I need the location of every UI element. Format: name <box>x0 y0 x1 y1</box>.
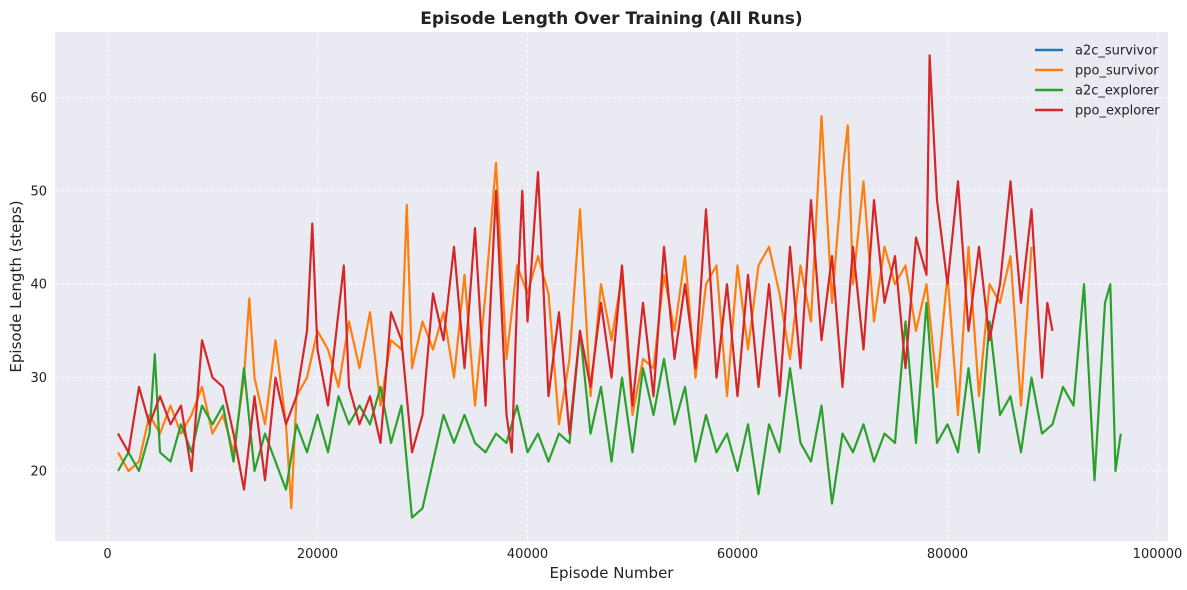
y-tick-label: 60 <box>30 91 47 106</box>
legend-label-ppo_survivor: ppo_survivor <box>1075 64 1159 79</box>
y-tick-label: 50 <box>30 184 47 199</box>
legend-label-ppo_explorer: ppo_explorer <box>1075 104 1160 119</box>
legend: a2c_survivor ppo_survivor a2c_explorer ppo_… <box>1035 44 1160 119</box>
series-line-ppo_survivor <box>117 115 1033 510</box>
x-tick-label: 40000 <box>507 547 548 562</box>
y-axis-label: Episode Length (steps) <box>7 200 25 372</box>
y-tick-labels: 20 30 40 50 60 <box>30 91 47 480</box>
y-tick-label: 30 <box>30 371 47 386</box>
series-lines <box>117 54 1122 519</box>
chart-title: Episode Length Over Training (All Runs) <box>420 9 802 29</box>
x-tick-label: 0 <box>103 547 111 562</box>
x-tick-label: 20000 <box>297 547 338 562</box>
series-line-ppo_explorer <box>117 54 1054 491</box>
legend-label-a2c_survivor: a2c_survivor <box>1075 44 1158 59</box>
legend-label-a2c_explorer: a2c_explorer <box>1075 84 1159 99</box>
series-line-a2c_explorer <box>117 283 1122 519</box>
plot-area <box>55 32 1168 541</box>
x-tick-label: 60000 <box>717 547 758 562</box>
x-tick-label: 100000 <box>1133 547 1183 562</box>
y-tick-label: 20 <box>30 464 47 479</box>
x-tick-labels: 0 20000 40000 60000 80000 100000 <box>103 547 1182 562</box>
x-axis-label: Episode Number <box>550 564 675 582</box>
y-tick-label: 40 <box>30 278 47 293</box>
x-tick-label: 80000 <box>927 547 968 562</box>
